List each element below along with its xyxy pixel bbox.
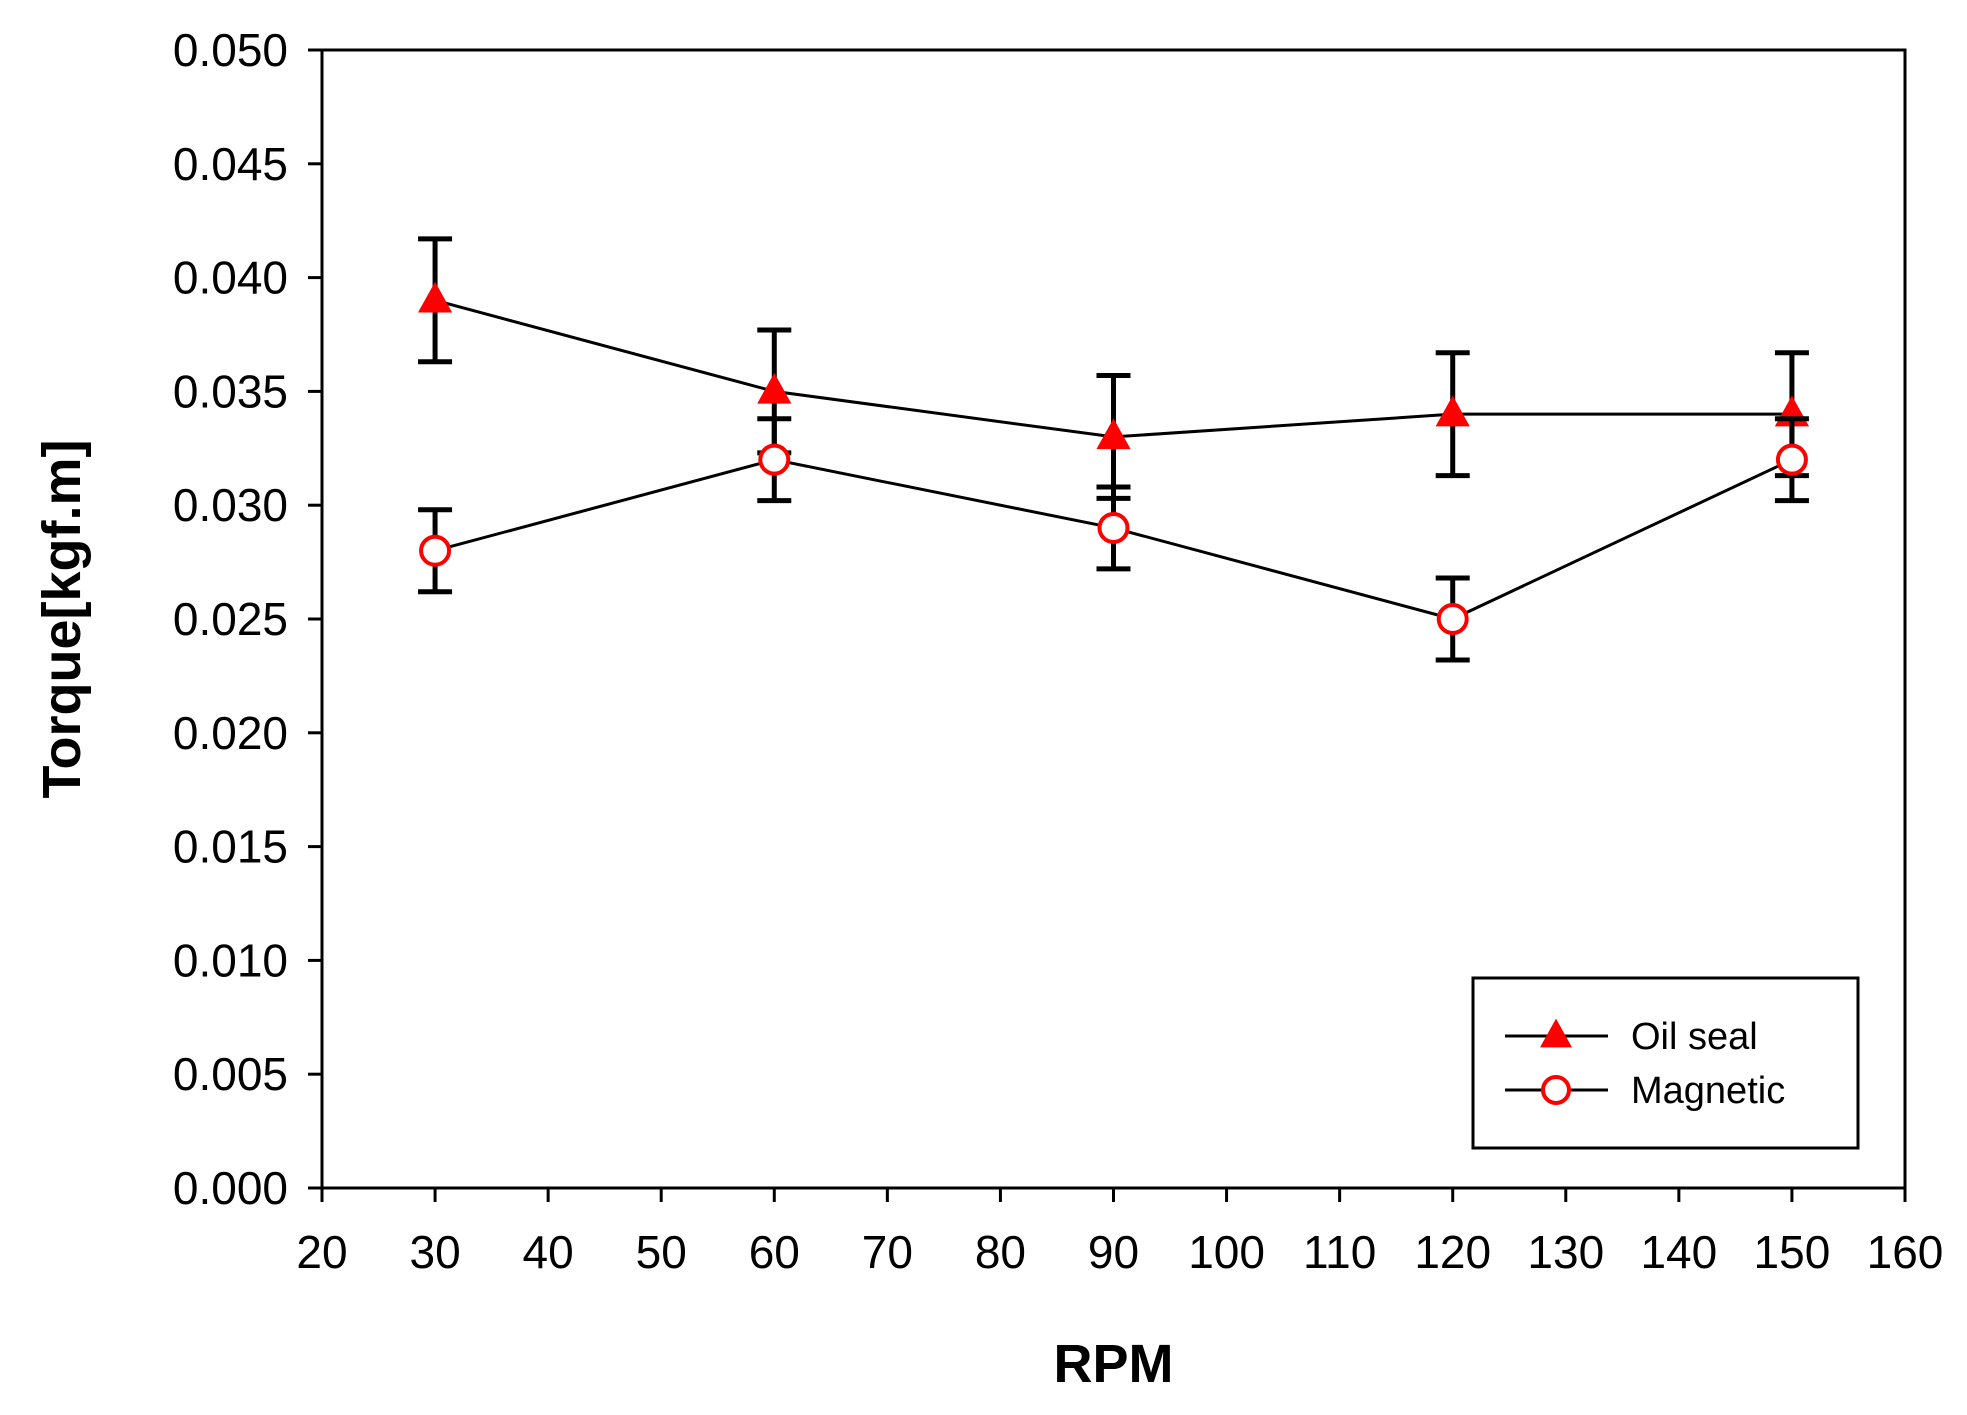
x-tick-label: 160 bbox=[1867, 1226, 1944, 1278]
legend-box bbox=[1471, 976, 1860, 1150]
y-axis-title: Torque[kgf.m] bbox=[32, 440, 92, 799]
data-point-oil-seal bbox=[1096, 418, 1131, 450]
y-tick-label: 0.020 bbox=[173, 707, 288, 759]
x-tick-label: 150 bbox=[1754, 1226, 1831, 1278]
x-axis-title: RPM bbox=[1054, 1334, 1174, 1394]
x-tick-label: 100 bbox=[1188, 1226, 1265, 1278]
y-tick-label: 0.050 bbox=[173, 24, 288, 76]
y-tick-label: 0.045 bbox=[173, 138, 288, 190]
data-point-oil-seal bbox=[417, 281, 453, 313]
axes: 20 30 40 50 60 70 80 90 100 110 120 130 140 150 160 0.0… bbox=[173, 24, 1944, 1278]
y-tick-label: 0.005 bbox=[173, 1048, 288, 1100]
series-layer bbox=[417, 236, 1810, 663]
series-magnetic bbox=[418, 416, 1809, 663]
y-tick-label: 0.015 bbox=[173, 821, 288, 873]
y-tick-label: 0.040 bbox=[173, 252, 288, 304]
data-point-magnetic bbox=[419, 534, 452, 567]
x-tick-label: 90 bbox=[1088, 1226, 1139, 1278]
x-tick-label: 140 bbox=[1640, 1226, 1717, 1278]
legend: Oil seal Magnetic bbox=[1471, 976, 1860, 1150]
series-oil-seal bbox=[417, 236, 1810, 501]
legend-label-oil-seal: Oil seal bbox=[1631, 1016, 1758, 1058]
x-tick-label: 40 bbox=[523, 1226, 574, 1278]
y-tick-label: 0.035 bbox=[173, 365, 288, 417]
data-point-oil-seal bbox=[757, 372, 792, 404]
data-point-magnetic bbox=[1436, 603, 1469, 635]
x-tick-label: 20 bbox=[296, 1226, 347, 1278]
legend-label-magnetic: Magnetic bbox=[1631, 1070, 1785, 1112]
legend-marker-magnetic bbox=[1541, 1075, 1571, 1105]
legend-marker-oil-seal bbox=[1539, 1018, 1573, 1048]
x-tick-label: 50 bbox=[636, 1226, 687, 1278]
x-tick-label: 60 bbox=[749, 1226, 800, 1278]
x-tick-label: 80 bbox=[975, 1226, 1026, 1278]
data-point-magnetic bbox=[758, 443, 791, 476]
y-tick-label: 0.010 bbox=[173, 934, 288, 986]
x-tick-label: 110 bbox=[1303, 1226, 1376, 1278]
x-tick-label: 30 bbox=[409, 1226, 460, 1278]
y-tick-label: 0.025 bbox=[173, 593, 288, 645]
x-tick-label: 70 bbox=[862, 1226, 913, 1278]
x-tick-label: 120 bbox=[1414, 1226, 1491, 1278]
y-tick-label: 0.030 bbox=[173, 479, 288, 531]
data-point-oil-seal bbox=[1435, 395, 1470, 427]
x-tick-label: 130 bbox=[1527, 1226, 1604, 1278]
data-point-magnetic bbox=[1097, 511, 1130, 544]
data-point-magnetic bbox=[1775, 443, 1808, 476]
y-tick-label: 0.000 bbox=[173, 1162, 288, 1214]
